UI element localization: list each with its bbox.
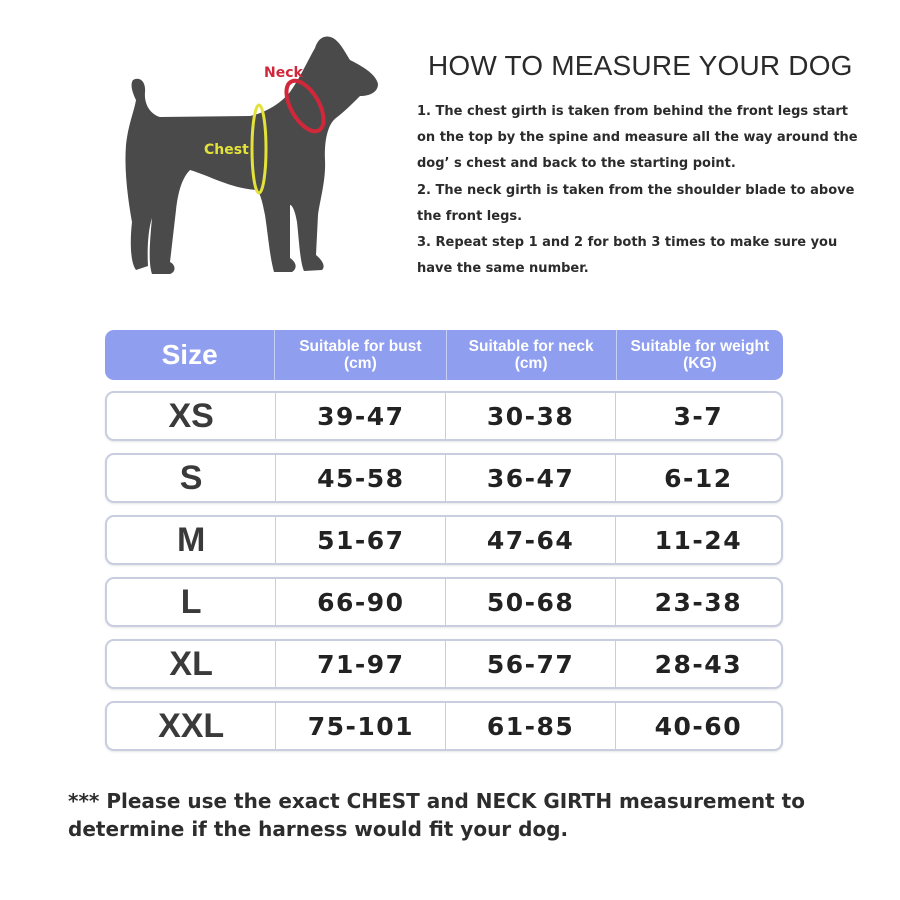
cell-bust: 39-47 [276,393,447,439]
size-table-row: XXL 75-101 61-85 40-60 [105,701,783,751]
size-table-row: S 45-58 36-47 6-12 [105,453,783,503]
cell-bust: 51-67 [276,517,447,563]
header-unit: (cm) [344,355,377,372]
cell-weight: 40-60 [654,711,743,741]
cell-neck: 56-77 [446,641,616,687]
instruction-line: 1. The chest girth is taken from behind … [417,104,848,119]
cell-weight: 11-24 [654,525,743,555]
header-label: Suitable for bust [299,338,422,355]
dog-silhouette-illustration: Neck Chest [125,36,379,274]
header-unit: (KG) [683,355,717,372]
cell-size: XXL [107,703,277,749]
footer-line: *** Please use the exact CHEST and NECK … [68,789,805,813]
header-label: Suitable for weight [630,338,770,355]
header-size: Size [105,330,276,380]
instruction-line: dog’ s chest and back to the starting po… [417,156,736,172]
cell-bust: 66-90 [276,579,447,625]
instruction-line: have the same number. [417,261,589,277]
footer-line: determine if the harness would fit your … [68,817,569,841]
header-bust: Suitable for bust (cm) [275,330,447,380]
header-label: Suitable for neck [468,338,594,355]
footer-note: *** Please use the exact CHEST and NECK … [68,787,805,843]
cell-neck: 50-68 [446,579,616,625]
page-title: HOW TO MEASURE YOUR DOG [428,50,853,81]
header-weight: Suitable for weight (KG) [617,330,783,380]
instruction-line: 3. Repeat step 1 and 2 for both 3 times … [417,235,838,251]
size-table-row: XS 39-47 30-38 3-7 [105,391,783,441]
cell-bust: 45-58 [276,455,447,501]
cell-neck: 61-85 [446,703,616,749]
cell-size: XL [107,641,277,687]
header-label: Size [161,339,218,370]
header-unit: (cm) [514,355,548,372]
cell-neck: 36-47 [446,455,616,501]
size-table-row: L 66-90 50-68 23-38 [105,577,783,627]
cell-bust: 75-101 [276,703,447,749]
cell-size: M [107,517,277,563]
neck-label: Neck [264,65,304,81]
cell-weight: 28-43 [654,649,743,679]
instructions: 1. The chest girth is taken from behind … [417,99,877,282]
size-table-row: XL 71-97 56-77 28-43 [105,639,783,689]
chest-measure-ring [250,103,268,195]
instruction-line: 2. The neck girth is taken from the shou… [417,182,855,198]
cell-weight: 6-12 [664,463,733,493]
cell-weight: 23-38 [654,587,743,617]
size-table-row: M 51-67 47-64 11-24 [105,515,783,565]
cell-neck: 30-38 [446,393,616,439]
chest-label: Chest [204,142,249,158]
instruction-line: the front legs. [417,208,523,224]
cell-size: S [107,455,277,501]
cell-neck: 47-64 [446,517,616,563]
cell-size: L [107,579,277,625]
cell-size: XS [107,393,277,439]
instruction-line: on the top by the spine and measure all … [417,130,858,146]
cell-weight: 3-7 [673,401,724,431]
header-neck: Suitable for neck (cm) [447,330,617,380]
neck-measure-ring [284,78,326,134]
size-table-header: Size Suitable for bust (cm) Suitable for … [105,330,783,380]
cell-bust: 71-97 [276,641,447,687]
